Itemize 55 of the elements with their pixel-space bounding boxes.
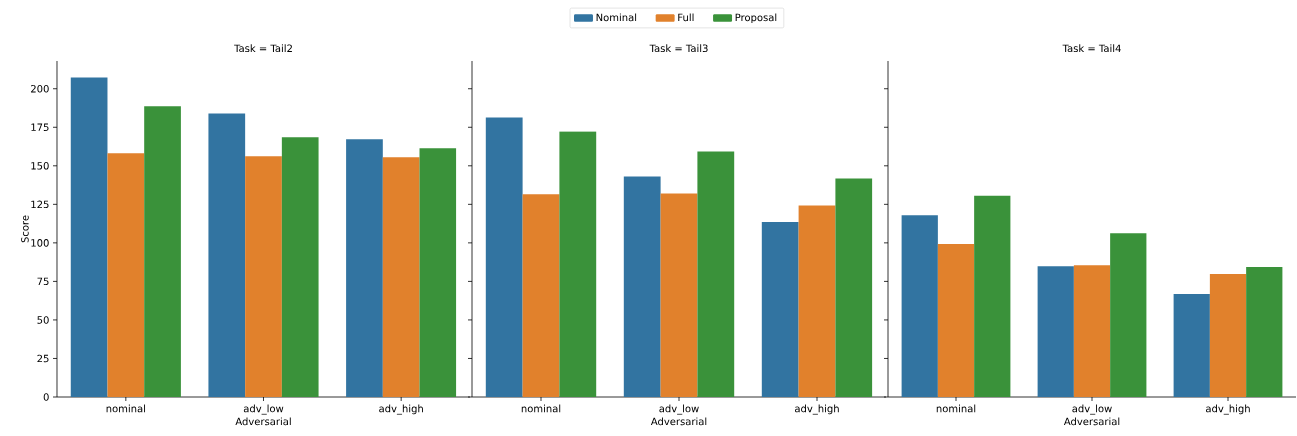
x-tick-label: adv_high [379,404,423,415]
y-tick-label: 75 [37,277,49,286]
bar [937,244,975,397]
x-axis-title: Adversarial [235,417,291,426]
x-tick-label: adv_high [795,404,839,415]
bar [660,193,698,397]
chart-title: Task = Tail2 [234,44,292,53]
bar [522,194,560,397]
bar [245,156,282,397]
bar [798,205,836,397]
bar [208,113,246,397]
bar [1110,233,1147,397]
bar [559,131,597,397]
bar [901,215,938,397]
x-tick-label: adv_high [1206,404,1250,415]
bar [974,195,1011,397]
x-tick-label: adv_low [1072,404,1112,415]
bar [70,77,108,397]
x-axis-title: Adversarial [650,417,707,426]
x-axis-title: Adversarial [1063,417,1120,426]
bar [623,176,661,397]
x-tick-label: nominal [936,404,976,413]
bar [1173,294,1210,397]
bar [346,139,383,397]
legend-label: Nominal [596,13,637,22]
y-tick-label: 50 [37,316,49,324]
bar [761,221,799,397]
legend-label: Full [678,13,694,22]
y-tick-label: 175 [31,123,49,131]
bar [382,157,420,397]
bar [144,106,181,397]
y-tick-label: 150 [31,162,49,170]
x-tick-label: nominal [106,404,146,413]
legend-label: Proposal [735,13,777,24]
bar [1037,266,1074,397]
bar [485,117,523,397]
chart-title: Task = Tail3 [649,44,708,53]
y-axis-title: Score [21,215,29,243]
y-tick-label: 0 [43,393,49,401]
bar [281,137,319,397]
x-tick-label: nominal [521,404,561,413]
bar [1073,265,1111,397]
x-tick-label: adv_low [659,404,699,415]
bar [107,153,145,397]
bar [835,178,873,397]
y-tick-label: 25 [37,354,49,363]
chart-title: Task = Tail4 [1062,44,1121,53]
bar [419,148,457,397]
y-tick-label: 125 [31,200,49,209]
bar [1209,274,1247,397]
bar [697,151,735,397]
bar [1246,267,1283,397]
y-tick-label: 200 [31,84,49,93]
y-tick-label: 100 [31,239,49,247]
x-tick-label: adv_low [243,404,284,415]
